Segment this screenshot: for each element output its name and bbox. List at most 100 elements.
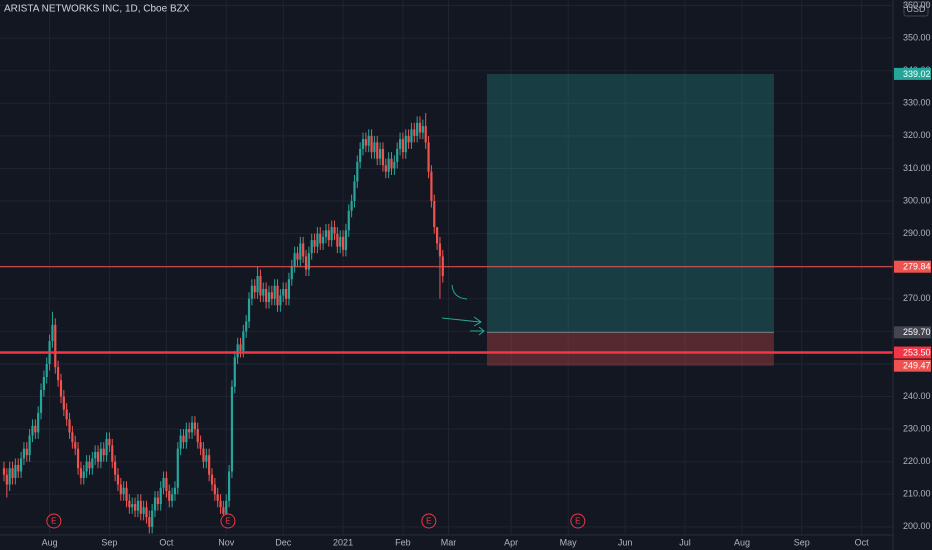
candle-body xyxy=(307,253,310,270)
candle-body xyxy=(45,363,48,377)
candle-body xyxy=(190,422,194,433)
event-label: E xyxy=(51,517,56,526)
candle-body xyxy=(139,500,142,514)
candle-body xyxy=(290,266,293,280)
candle-body xyxy=(245,321,248,332)
candle-body xyxy=(339,236,342,247)
candle-body xyxy=(11,468,14,478)
candle-body xyxy=(8,468,11,485)
x-tick-label: Aug xyxy=(42,537,58,547)
candle-body xyxy=(284,289,288,299)
candle-body xyxy=(356,161,359,182)
candle-body xyxy=(304,256,308,270)
event-label: E xyxy=(225,517,230,526)
candle-body xyxy=(227,471,231,501)
candle-body xyxy=(119,484,122,495)
candle-body xyxy=(333,227,336,234)
candle-body xyxy=(330,227,333,241)
candle-body xyxy=(79,468,83,478)
candle-body xyxy=(102,448,105,456)
candle-body xyxy=(165,477,168,492)
currency: USD xyxy=(906,4,926,14)
price-label-box xyxy=(894,346,931,359)
x-tick-label: Aug xyxy=(734,537,750,547)
price-label: 279.84 xyxy=(903,262,931,272)
x-tick-label: Oct xyxy=(855,537,870,547)
candle-body xyxy=(142,507,145,514)
candle-body xyxy=(51,324,54,342)
candle-body xyxy=(185,429,188,443)
price-label-box xyxy=(894,67,931,80)
candle-body xyxy=(233,357,236,387)
candle-body xyxy=(256,275,259,293)
candle-body xyxy=(145,507,148,518)
grid xyxy=(0,0,893,535)
candle-body xyxy=(5,474,8,485)
price-label: 249.47 xyxy=(903,361,931,371)
candle-body xyxy=(347,210,350,231)
candle-body xyxy=(421,126,424,133)
candle-body xyxy=(296,253,299,260)
loss-zone xyxy=(486,332,774,366)
candle-body xyxy=(133,504,137,511)
event-marker xyxy=(570,513,586,529)
candle-body xyxy=(353,181,356,202)
candle-body xyxy=(91,458,94,469)
candle-body xyxy=(19,458,23,472)
candle-body xyxy=(76,448,80,469)
candle-body xyxy=(418,122,422,133)
candle-body xyxy=(376,142,379,159)
candle-body xyxy=(168,491,171,501)
event-marker xyxy=(421,513,437,529)
currency-box xyxy=(903,1,929,17)
candle-body xyxy=(85,461,88,472)
drawn-arrow xyxy=(470,326,485,336)
candle-body xyxy=(125,487,128,501)
candle-body xyxy=(222,507,225,514)
candle-body xyxy=(153,497,157,511)
x-tick-label: May xyxy=(560,537,578,547)
candle-body xyxy=(151,510,154,527)
candle-body xyxy=(39,390,43,413)
drawn-curve xyxy=(451,284,468,300)
candle-body xyxy=(396,148,399,162)
candle-body xyxy=(341,236,345,250)
candle-body xyxy=(441,256,444,276)
x-tick-label: Jul xyxy=(679,537,691,547)
candle-body xyxy=(361,139,365,149)
candle-body xyxy=(344,230,348,250)
candle-body xyxy=(122,487,125,495)
y-tick-label: 230.00 xyxy=(903,423,931,433)
candle-body xyxy=(381,148,385,166)
candle-body xyxy=(438,243,442,257)
candle-body xyxy=(96,451,100,462)
candle-body xyxy=(65,409,68,420)
candle-body xyxy=(410,129,413,143)
candle-body xyxy=(105,438,108,456)
y-tick-label: 350.00 xyxy=(903,32,931,42)
y-tick-label: 360.00 xyxy=(903,0,931,10)
candle-body xyxy=(319,233,322,244)
candle-body xyxy=(176,448,179,488)
position-tool xyxy=(486,73,774,366)
candle-body xyxy=(393,161,396,169)
candle-body xyxy=(94,451,97,459)
candle-body xyxy=(205,455,208,462)
candle-body xyxy=(2,468,6,475)
x-tick-label: Feb xyxy=(395,537,411,547)
candle-body xyxy=(247,298,251,322)
candle-body xyxy=(416,122,419,136)
candle-body xyxy=(350,201,353,211)
event-marker xyxy=(220,513,236,529)
candle-body xyxy=(156,497,159,505)
candle-body xyxy=(322,236,325,244)
candle-body xyxy=(267,292,271,303)
x-tick-label: Dec xyxy=(275,537,292,547)
candle-body xyxy=(265,289,268,303)
candle-body xyxy=(162,477,165,488)
candle-body xyxy=(14,464,17,478)
y-tick-label: 290.00 xyxy=(903,228,931,238)
